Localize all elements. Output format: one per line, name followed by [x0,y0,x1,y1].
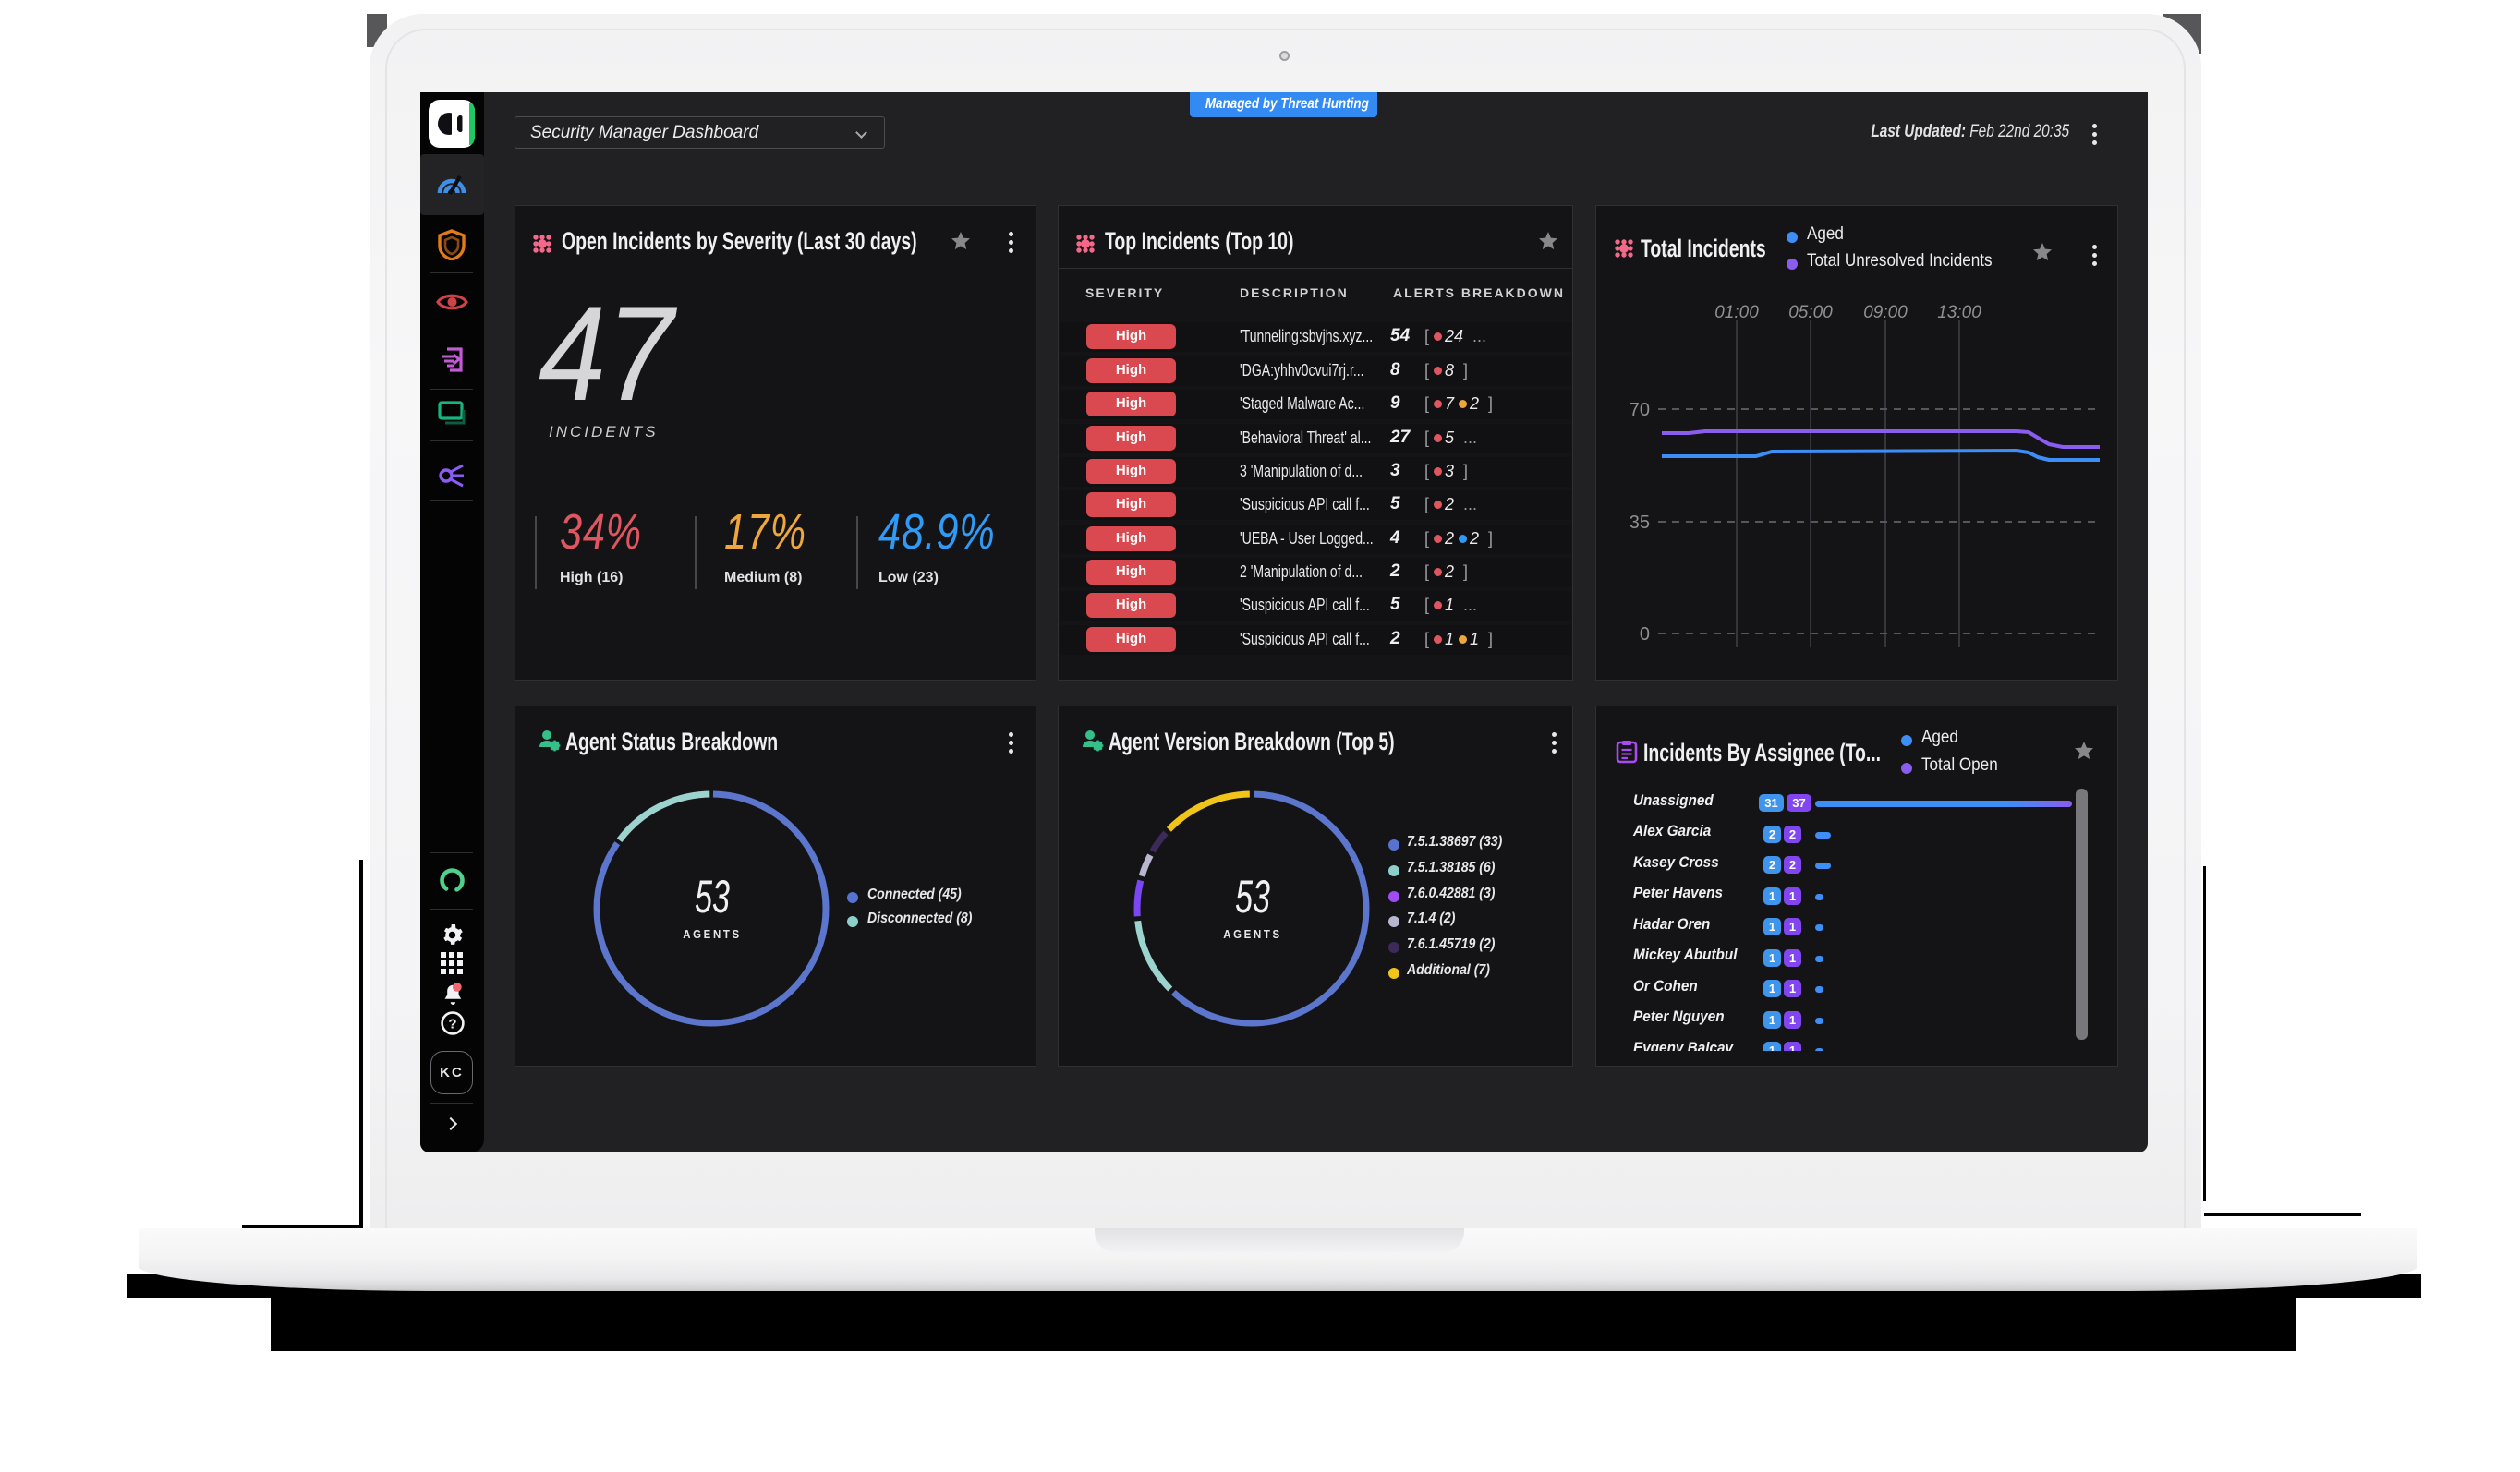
svg-text:70: 70 [1630,400,1650,420]
svg-text:05:00: 05:00 [1788,303,1833,322]
svg-text:?: ? [448,1017,456,1032]
svg-text:13:00: 13:00 [1937,303,1981,322]
svg-text:35: 35 [1630,513,1650,533]
svg-text:0: 0 [1640,624,1650,645]
svg-text:09:00: 09:00 [1863,303,1908,322]
svg-text:01:00: 01:00 [1714,303,1759,322]
